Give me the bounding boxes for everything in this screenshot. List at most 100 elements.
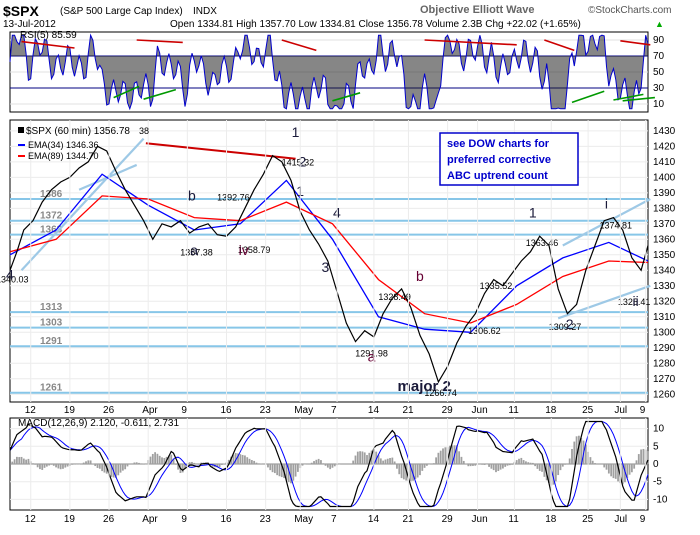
rsi-title: RSI(5) 85.59 <box>20 30 77 41</box>
macd-histogram-bar <box>318 459 320 464</box>
legend-swatch-price <box>18 127 24 133</box>
macd-histogram-bar <box>53 464 55 466</box>
macd-histogram-bar <box>603 464 605 467</box>
macd-histogram-bar <box>497 464 499 471</box>
macd-histogram-bar <box>127 464 129 466</box>
macd-histogram-bar <box>279 464 281 476</box>
macd-histogram-bar <box>117 464 119 475</box>
macd-histogram-bar <box>304 464 306 465</box>
macd-histogram-bar <box>242 455 244 464</box>
macd-tick-label: -10 <box>653 494 668 505</box>
macd-histogram-bar <box>488 464 490 467</box>
price-value-label: 1363.46 <box>526 238 559 248</box>
macd-histogram-bar <box>94 464 96 466</box>
macd-histogram-bar <box>414 464 416 479</box>
x-tick-label: 11 <box>508 514 519 525</box>
x-tick-label: 16 <box>221 405 233 416</box>
macd-histogram-bar <box>638 454 640 464</box>
price-level-label: 1313 <box>40 302 63 313</box>
x-tick-label: Jul <box>614 514 627 525</box>
annotation-line-1: see DOW charts for <box>447 138 550 150</box>
macd-histogram-bar <box>57 464 59 468</box>
macd-histogram-bar <box>16 457 18 464</box>
macd-histogram-bar <box>433 463 435 464</box>
macd-histogram-bar <box>474 464 476 466</box>
macd-histogram-bar <box>104 464 106 473</box>
macd-histogram-bar <box>46 464 48 467</box>
annotation-line-3: ABC uptrend count <box>447 170 548 182</box>
macd-histogram-bar <box>444 447 446 464</box>
price-tick-label: 1400 <box>653 172 676 183</box>
macd-histogram-bar <box>150 457 152 464</box>
macd-histogram-bar <box>327 464 329 468</box>
macd-histogram-bar <box>564 464 566 465</box>
price-level-label: 1372 <box>40 211 63 222</box>
macd-tick-label: 10 <box>653 424 665 435</box>
macd-histogram-bar <box>391 458 393 464</box>
price-tick-label: 1410 <box>653 157 676 168</box>
macd-histogram-bar <box>573 442 575 464</box>
x-tick-label: 7 <box>331 514 337 525</box>
macd-histogram-bar <box>87 460 89 464</box>
x-tick-label: 14 <box>368 405 380 416</box>
legend-price-suffix: 38 <box>139 126 149 136</box>
price-tick-label: 1360 <box>653 234 676 245</box>
macd-histogram-bar <box>295 464 297 477</box>
macd-histogram-bar <box>555 464 557 481</box>
wave-label: 1 <box>529 205 537 221</box>
macd-tick-label: 0 <box>653 459 659 470</box>
rsi-tick-label: 30 <box>653 83 665 94</box>
x-tick-label: May <box>294 405 313 416</box>
macd-histogram-bar <box>332 464 334 468</box>
macd-histogram-bar <box>124 464 126 469</box>
rsi-tick-label: 10 <box>653 99 665 110</box>
macd-histogram-bar <box>302 464 304 466</box>
x-tick-label: 14 <box>368 514 380 525</box>
macd-histogram-bar <box>560 464 562 470</box>
macd-histogram-bar <box>366 455 368 464</box>
macd-histogram-bar <box>182 464 184 472</box>
macd-histogram-bar <box>311 463 313 464</box>
macd-histogram-bar <box>495 464 497 472</box>
x-tick-label: 19 <box>64 405 76 416</box>
price-value-label: 1374.81 <box>599 220 632 230</box>
macd-histogram-bar <box>329 464 331 469</box>
legend-ema34: EMA(34) 1346.36 <box>28 140 99 150</box>
x-tick-label: 9 <box>640 405 646 416</box>
macd-histogram-bar <box>385 460 387 464</box>
x-tick-label: 9 <box>640 514 646 525</box>
x-tick-label: 21 <box>402 514 414 525</box>
macd-histogram-bar <box>352 461 354 464</box>
macd-histogram-bar <box>530 463 532 464</box>
macd-histogram-bar <box>458 451 460 464</box>
macd-histogram-bar <box>249 459 251 464</box>
macd-histogram-bar <box>532 463 534 464</box>
macd-tick-label: 5 <box>653 441 659 452</box>
macd-histogram-bar <box>32 463 34 464</box>
macd-histogram-bar <box>518 459 520 464</box>
price-tick-label: 1290 <box>653 343 676 354</box>
macd-histogram-bar <box>78 464 80 465</box>
macd-histogram-bar <box>442 448 444 464</box>
macd-histogram-bar <box>527 462 529 464</box>
macd-histogram-bar <box>267 464 269 467</box>
macd-histogram-bar <box>426 464 428 466</box>
price-value-label: 1340.03 <box>0 274 29 284</box>
wave-label: b <box>416 268 424 284</box>
macd-histogram-bar <box>421 464 423 471</box>
macd-histogram-bar <box>189 462 191 464</box>
x-tick-label: Jun <box>472 405 488 416</box>
x-tick-label: Apr <box>142 405 158 416</box>
macd-histogram-bar <box>357 452 359 464</box>
macd-histogram-bar <box>276 464 278 475</box>
macd-histogram-bar <box>71 464 73 465</box>
x-tick-label: 25 <box>582 405 594 416</box>
legend-price: $SPX (60 min) 1356.78 <box>26 126 130 137</box>
macd-histogram-bar <box>67 464 69 467</box>
macd-histogram-bar <box>244 455 246 464</box>
macd-histogram-bar <box>463 461 465 464</box>
price-tick-label: 1310 <box>653 312 676 323</box>
wave-label: 3 <box>322 259 330 275</box>
macd-histogram-bar <box>569 458 571 464</box>
